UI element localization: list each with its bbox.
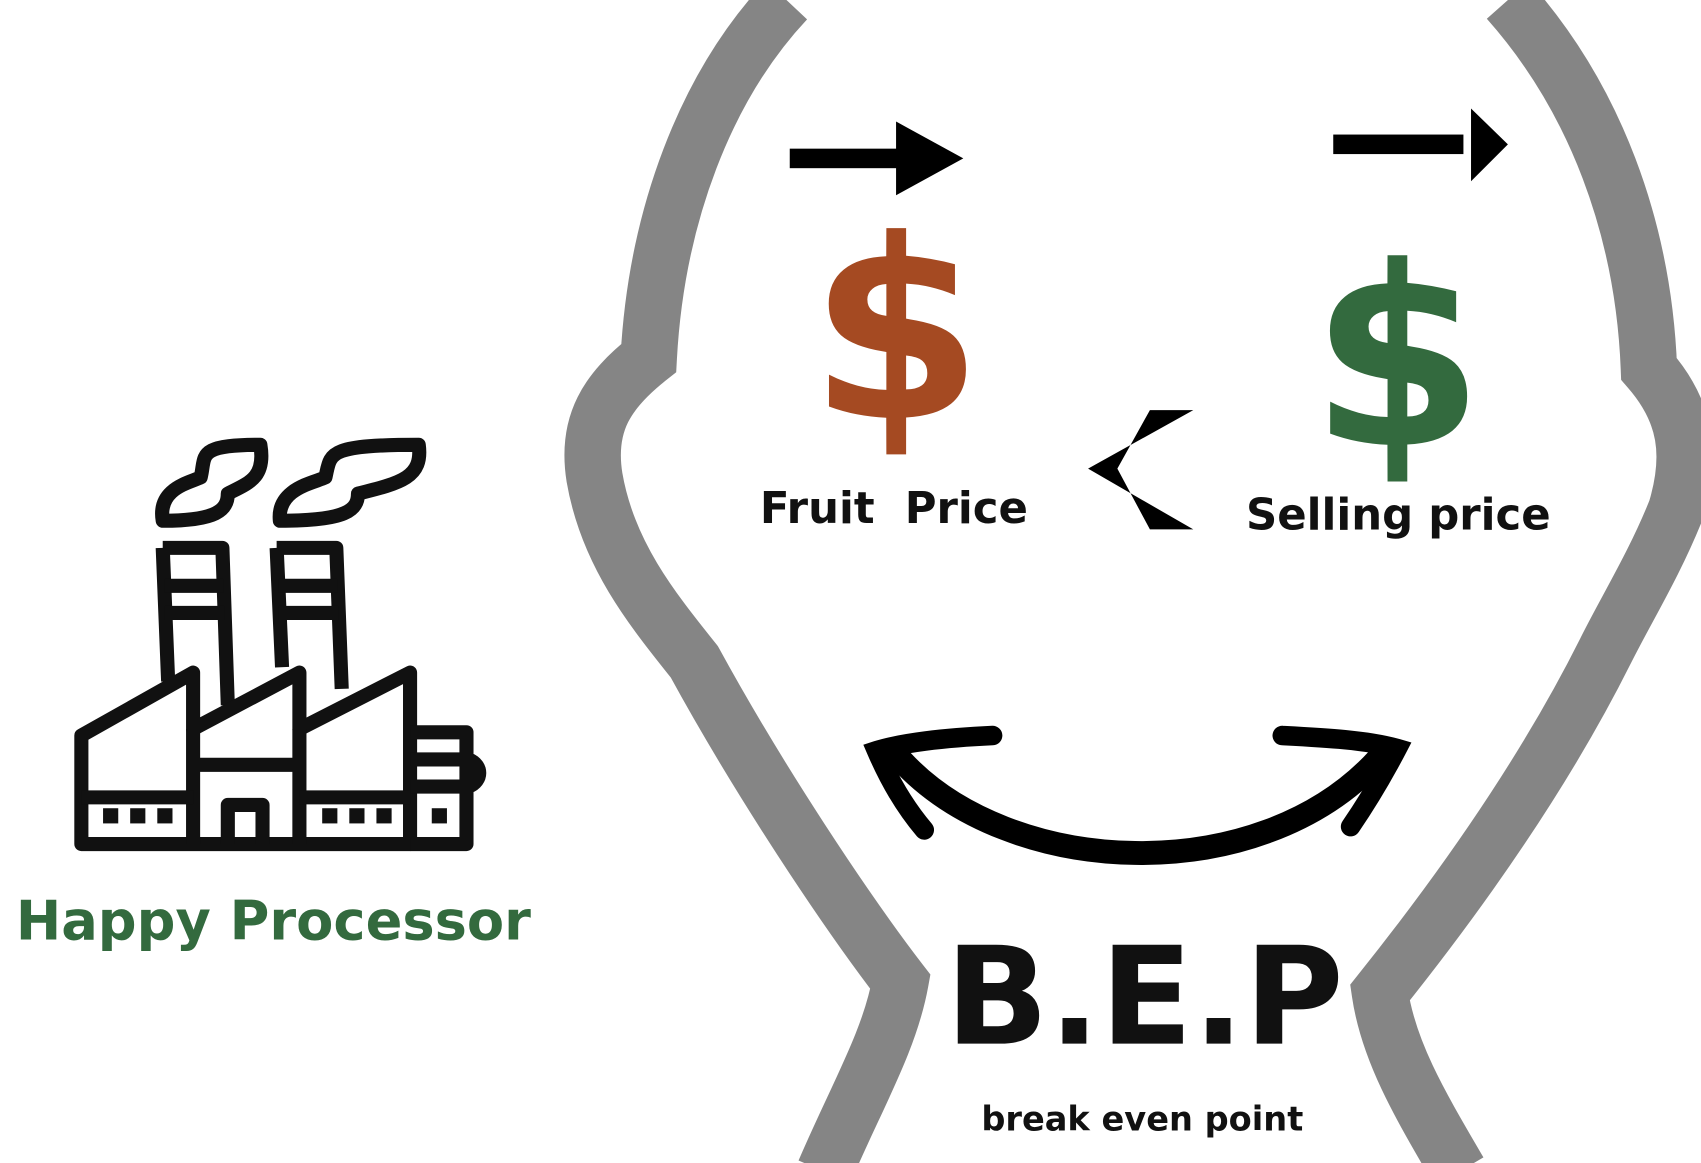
head-outline-left [564, 0, 931, 1163]
double-arrow-curve [863, 725, 1412, 865]
selling-price-label: Selling price [1246, 490, 1551, 540]
head-outline-right [1350, 0, 1701, 1163]
bep-title: B.E.P [945, 918, 1343, 1076]
factory-windows [103, 808, 447, 824]
dollar-selling: $ [1310, 213, 1484, 504]
arrow-left-top [789, 121, 964, 196]
factory-icon [74, 437, 487, 852]
arrow-right-top [1333, 108, 1508, 182]
bep-subtitle: break even point [981, 1099, 1303, 1138]
less-than-sign [1088, 410, 1194, 530]
dollar-fruit: $ [809, 186, 983, 477]
fruit-price-label: Fruit Price [760, 484, 1028, 534]
factory-label: Happy Processor [16, 889, 531, 952]
